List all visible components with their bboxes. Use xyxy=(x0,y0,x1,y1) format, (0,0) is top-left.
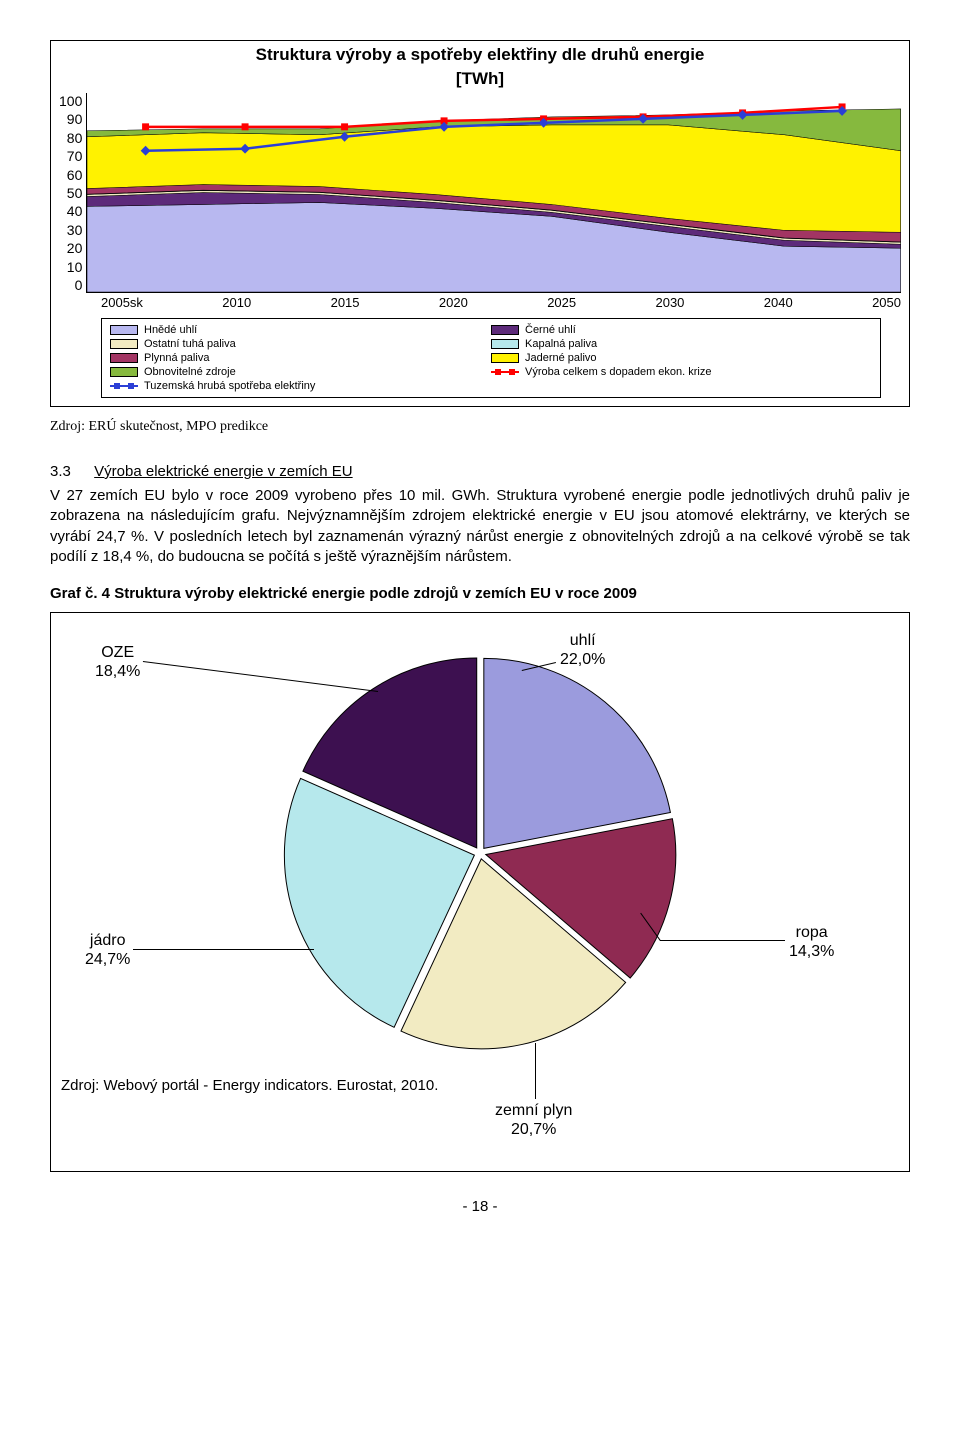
xaxis-tick: 2025 xyxy=(547,295,576,310)
pie-leader xyxy=(660,940,785,941)
area-chart-legend: Hnědé uhlí Černé uhlí Ostatní tuhá paliva K… xyxy=(101,318,881,398)
xaxis-tick: 2040 xyxy=(764,295,793,310)
line-marker xyxy=(340,132,350,142)
pie-label: zemní plyn20,7% xyxy=(495,1101,572,1139)
yaxis-tick: 70 xyxy=(59,148,82,164)
pie-leader xyxy=(535,1043,536,1099)
area-chart-subtitle: [TWh] xyxy=(59,69,901,89)
legend-item: Plynná paliva xyxy=(110,352,491,364)
pie-leader xyxy=(133,949,314,950)
legend-item: Obnovitelné zdroje xyxy=(110,366,491,378)
legend-label: Jaderné palivo xyxy=(525,352,597,364)
pie-label: OZE18,4% xyxy=(95,643,140,681)
line-marker xyxy=(241,144,251,154)
section-paragraph: V 27 zemích EU bylo v roce 2009 vyrobeno… xyxy=(50,486,910,567)
legend-label: Kapalná paliva xyxy=(525,338,597,350)
yaxis-tick: 80 xyxy=(59,130,82,146)
xaxis-tick: 2015 xyxy=(331,295,360,310)
line-marker xyxy=(142,123,149,130)
xaxis-tick: 2020 xyxy=(439,295,468,310)
area-chart-plot xyxy=(86,93,901,293)
area-chart-xaxis: 2005sk 2010 2015 2020 2025 2030 2040 2050 xyxy=(59,295,901,310)
legend-label: Obnovitelné zdroje xyxy=(144,366,236,378)
legend-item: Ostatní tuhá paliva xyxy=(110,338,491,350)
legend-item: Tuzemská hrubá spotřeba elektřiny xyxy=(110,380,491,392)
section-number: 3.3 xyxy=(50,463,90,480)
legend-item: Černé uhlí xyxy=(491,324,872,336)
line-series xyxy=(146,111,843,151)
pie-chart xyxy=(260,633,700,1073)
line-marker xyxy=(341,123,348,130)
legend-item: Jaderné palivo xyxy=(491,352,872,364)
yaxis-tick: 30 xyxy=(59,222,82,238)
pie-chart-title: Graf č. 4 Struktura výroby elektrické en… xyxy=(50,585,910,602)
yaxis-tick: 40 xyxy=(59,203,82,219)
xaxis-tick: 2050 xyxy=(872,295,901,310)
line-marker xyxy=(242,123,249,130)
legend-item: Kapalná paliva xyxy=(491,338,872,350)
legend-label: Plynná paliva xyxy=(144,352,209,364)
yaxis-tick: 100 xyxy=(59,93,82,109)
area-chart-container: Struktura výroby a spotřeby elektřiny dl… xyxy=(50,40,910,407)
yaxis-tick: 50 xyxy=(59,185,82,201)
section-title: Výroba elektrické energie v zemích EU xyxy=(94,463,352,480)
area-chart-title: Struktura výroby a spotřeby elektřiny dl… xyxy=(59,45,901,65)
legend-item: Hnědé uhlí xyxy=(110,324,491,336)
legend-label: Ostatní tuhá paliva xyxy=(144,338,236,350)
area-chart-source: Zdroj: ERÚ skutečnost, MPO predikce xyxy=(50,419,910,435)
line-marker xyxy=(141,146,151,156)
legend-label: Tuzemská hrubá spotřeba elektřiny xyxy=(144,380,315,392)
pie-label: uhlí22,0% xyxy=(560,631,605,669)
yaxis-tick: 10 xyxy=(59,259,82,275)
pie-chart-container: uhlí22,0% ropa14,3% zemní plyn20,7% jádro24… xyxy=(50,612,910,1172)
section-heading: 3.3 Výroba elektrické energie v zemích E… xyxy=(50,463,910,480)
pie-label: jádro24,7% xyxy=(85,931,130,969)
legend-item: Výroba celkem s dopadem ekon. krize xyxy=(491,366,872,378)
yaxis-tick: 20 xyxy=(59,240,82,256)
legend-label: Černé uhlí xyxy=(525,324,576,336)
area-chart-yaxis: 0 10 20 30 40 50 60 70 80 90 100 xyxy=(59,93,86,293)
xaxis-tick: 2030 xyxy=(655,295,684,310)
xaxis-tick: 2010 xyxy=(222,295,251,310)
pie-chart-source: Zdroj: Webový portál - Energy indicators… xyxy=(61,1077,899,1094)
yaxis-tick: 0 xyxy=(59,277,82,293)
yaxis-tick: 60 xyxy=(59,167,82,183)
yaxis-tick: 90 xyxy=(59,111,82,127)
pie-slice xyxy=(484,658,671,848)
page-number: - 18 - xyxy=(50,1198,910,1215)
xaxis-tick: 2005sk xyxy=(101,295,143,310)
legend-label: Hnědé uhlí xyxy=(144,324,197,336)
legend-label: Výroba celkem s dopadem ekon. krize xyxy=(525,366,711,378)
pie-label: ropa14,3% xyxy=(789,923,834,961)
